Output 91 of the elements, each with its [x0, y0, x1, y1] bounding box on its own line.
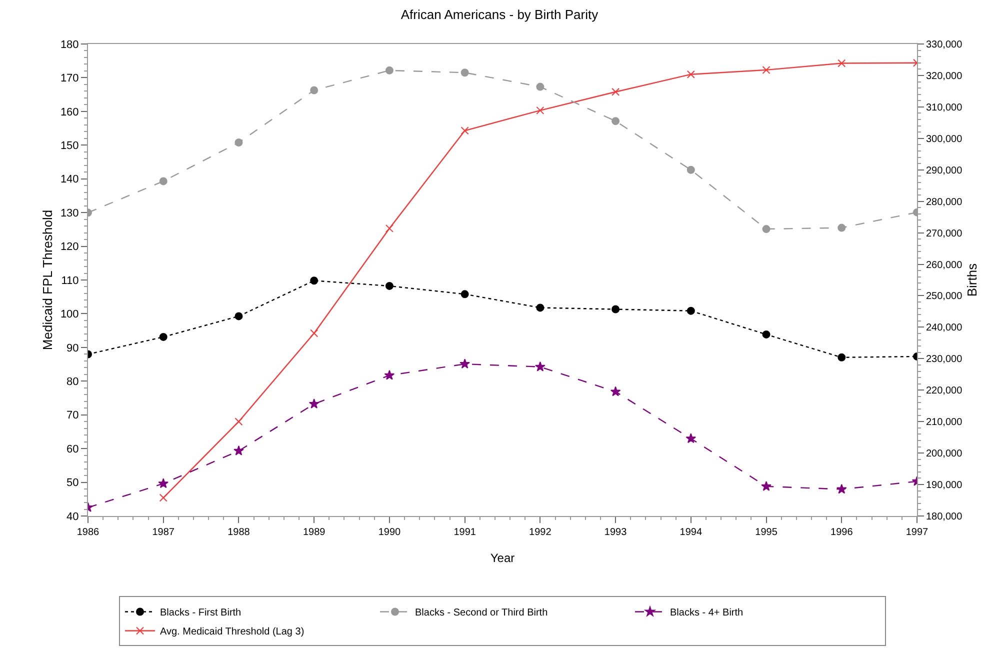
point — [686, 70, 695, 78]
x-tick-label: 1993 — [604, 527, 628, 538]
point — [612, 305, 620, 314]
y-tick-label: 110 — [61, 274, 79, 287]
point — [762, 66, 770, 74]
y-axis-title: Medicaid FPL Threshold — [40, 210, 55, 350]
point — [234, 445, 244, 456]
y-tick-label: 70 — [66, 410, 79, 422]
y-tick-label: 50 — [66, 477, 79, 490]
y2-tick-label: 290,000 — [926, 165, 963, 176]
point — [536, 304, 544, 312]
x-tick-label: 1990 — [378, 527, 402, 538]
point — [838, 224, 846, 232]
point — [385, 282, 394, 290]
x-tick-label: 1994 — [680, 527, 702, 538]
point — [460, 68, 469, 77]
point — [385, 224, 394, 232]
point — [159, 332, 168, 341]
y2-axis-title: Births — [964, 262, 980, 297]
point — [536, 106, 544, 114]
x-tick-label: 1986 — [76, 527, 100, 538]
y2-tick-label: 230,000 — [926, 354, 963, 366]
y-tick-label: 150 — [60, 140, 79, 152]
y2-tick-label: 310,000 — [926, 102, 963, 114]
x-tick-label: 1987 — [152, 527, 175, 538]
point — [234, 418, 243, 426]
y2-tick-label: 190,000 — [926, 480, 963, 492]
point — [838, 59, 846, 68]
y-tick-label: 130 — [60, 207, 79, 220]
x-tick-label: 1995 — [755, 527, 778, 538]
legend-label: Avg. Medicaid Threshold (Lag 3) — [160, 626, 304, 638]
y-tick-label: 170 — [60, 72, 79, 85]
chart-title: African Americans - by Birth Parity — [400, 6, 599, 22]
point — [686, 433, 696, 444]
y2-tick-label: 300,000 — [926, 134, 963, 145]
y2-tick-label: 180,000 — [926, 512, 963, 522]
point — [384, 370, 395, 380]
y2-tick-label: 220,000 — [926, 386, 963, 397]
x-tick-label: 1996 — [830, 527, 854, 538]
point — [308, 398, 320, 408]
point — [310, 86, 318, 94]
y-tick-label: 120 — [60, 241, 79, 254]
point — [762, 330, 770, 338]
y-tick-label: 80 — [66, 376, 79, 388]
y-tick-label: 60 — [66, 443, 79, 456]
point — [310, 276, 318, 285]
point — [686, 166, 695, 174]
y2-tick-label: 280,000 — [926, 196, 963, 208]
point — [686, 306, 695, 315]
y2-tick-label: 330,000 — [926, 40, 963, 50]
point — [612, 117, 620, 126]
point — [610, 386, 621, 396]
point — [310, 329, 318, 338]
y2-tick-label: 200,000 — [926, 448, 963, 460]
y-tick-label: 100 — [60, 308, 79, 321]
point — [838, 353, 846, 362]
x-tick-label: 1989 — [302, 527, 326, 538]
y2-tick-label: 320,000 — [926, 70, 963, 82]
point — [535, 361, 546, 372]
point — [159, 494, 168, 502]
x-tick-label: 1988 — [228, 527, 250, 538]
point — [385, 66, 394, 74]
x-tick-label: 1992 — [529, 527, 552, 538]
point — [762, 225, 770, 234]
y2-tick-label: 250,000 — [926, 291, 963, 302]
y-tick-label: 160 — [60, 106, 79, 118]
y-tick-label: 90 — [66, 342, 79, 354]
y2-tick-label: 210,000 — [926, 417, 963, 428]
y2-tick-label: 240,000 — [926, 322, 963, 334]
y-tick-label: 180 — [60, 38, 79, 51]
y2-tick-label: 270,000 — [926, 228, 963, 240]
x-tick-label: 1991 — [454, 527, 476, 538]
x-tick-label: 1997 — [906, 527, 929, 538]
point — [158, 478, 169, 488]
point — [460, 126, 469, 135]
legend-label: Blacks - 4+ Birth — [670, 608, 744, 619]
legend-label: Blacks - First Birth — [160, 608, 242, 619]
y-tick-label: 40 — [66, 510, 79, 523]
point — [536, 82, 544, 91]
point — [234, 312, 243, 320]
point — [612, 88, 620, 96]
point — [159, 177, 168, 186]
point — [761, 481, 772, 491]
legend-label: Blacks - Second or Third Birth — [415, 608, 548, 619]
y-tick-label: 140 — [60, 174, 79, 186]
point — [460, 358, 470, 368]
y2-tick-label: 260,000 — [926, 260, 963, 271]
point — [460, 290, 469, 298]
point — [234, 138, 243, 146]
point — [836, 484, 847, 494]
x-axis-title: Year — [490, 551, 515, 565]
